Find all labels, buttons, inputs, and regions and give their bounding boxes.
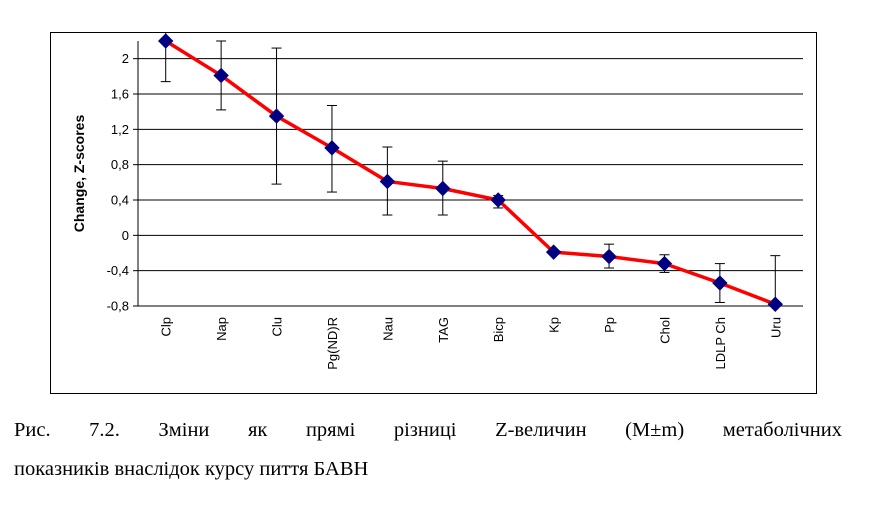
y-tick-label: 0 [122,228,129,243]
y-tick-label: 0,8 [111,157,129,172]
x-tick-label: Uru [768,317,783,338]
data-point-marker [490,192,506,208]
data-point-marker [324,140,340,156]
x-tick-label: Clp [159,317,174,337]
data-point-marker [601,248,617,265]
chart-plot: -0,8 -0,4 0 0,4 0,8 1,2 1,6 2 Change, Z-scores Cl… [71,33,803,370]
series-line [164,39,776,306]
y-tick-label: 0,4 [111,193,129,208]
x-tick-label: Clu [270,317,285,337]
x-tick-label: TAG [436,317,451,343]
y-tick-label: 2 [122,51,129,66]
x-tick-label: Nap [214,317,229,341]
x-tick-label: Kp [547,317,562,333]
x-tick-label: Pp [602,317,617,333]
data-point-marker [656,255,673,272]
figure-caption-line-1: Рис. 7.2. Зміни як прямі різниці Z-велич… [14,419,842,441]
data-point-marker [435,180,451,197]
data-point-marker [213,67,229,84]
data-point-marker [767,296,783,312]
y-axis-label: Change, Z-scores [71,115,87,233]
y-tick-label: -0,4 [107,263,129,278]
x-tick-label: LDLP Ch [713,317,728,370]
y-tick-label: 1,2 [111,122,129,137]
data-point-marker [712,275,728,291]
chart-frame: -0,8 -0,4 0 0,4 0,8 1,2 1,6 2 Change, Z-scores Cl… [50,32,817,394]
x-tick-label: Bicp [491,317,506,342]
x-tick-label: Nau [380,317,395,341]
y-tick-label: 1,6 [111,87,129,102]
y-tick-label: -0,8 [107,299,129,314]
x-tick-label: Chol [657,317,672,344]
x-tick-label: Pg(ND)R [325,317,340,370]
data-point-marker [158,33,174,49]
data-point-marker [379,173,396,190]
data-point-marker [268,108,285,124]
data-point-marker [545,244,562,260]
figure-caption-line-2: показників внаслідок курсу пиття БАВН [14,458,369,480]
